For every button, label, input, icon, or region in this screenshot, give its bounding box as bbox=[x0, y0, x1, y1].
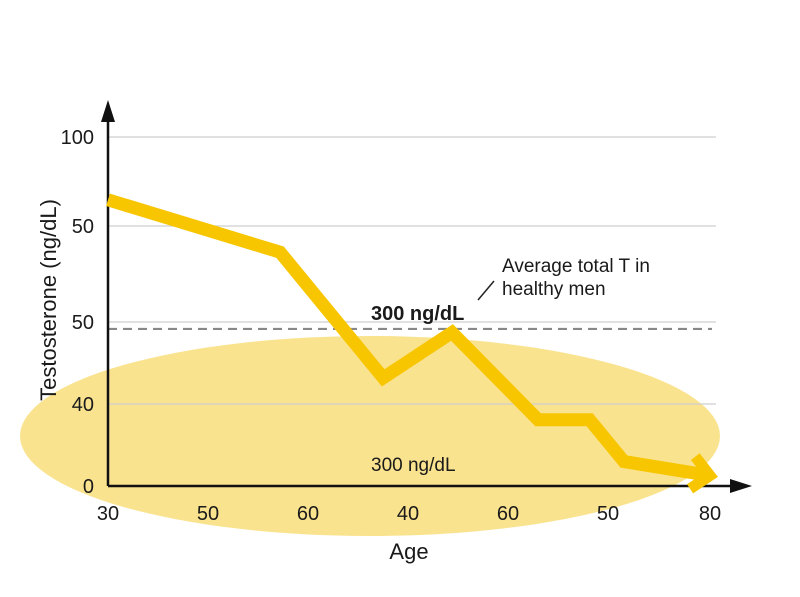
y-tick-label: 50 bbox=[72, 216, 94, 238]
y-axis-arrow-icon bbox=[101, 100, 115, 122]
x-tick-label: 60 bbox=[497, 503, 519, 525]
x-tick-label: 40 bbox=[397, 503, 419, 525]
x-tick-label: 30 bbox=[97, 503, 119, 525]
y-axis-title: Testosterone (ng/dL) bbox=[36, 199, 61, 401]
annotation-average-line1: Average total T in bbox=[502, 256, 650, 277]
annotation-leader bbox=[477, 280, 495, 301]
series-line bbox=[106, 193, 712, 482]
x-axis-arrow-icon bbox=[730, 479, 752, 493]
x-tick-label: 60 bbox=[297, 503, 319, 525]
series-arrow-icon bbox=[686, 453, 718, 494]
reference-line-label: 300 ng/dL bbox=[371, 303, 464, 325]
x-tick-labels: 30 50 60 40 60 50 80 bbox=[97, 503, 721, 525]
x-tick-label: 80 bbox=[699, 503, 721, 525]
y-tick-label: 0 bbox=[83, 476, 94, 498]
x-tick-label: 50 bbox=[197, 503, 219, 525]
annotation-ellipse-label: 300 ng/dL bbox=[371, 455, 456, 476]
x-tick-label: 50 bbox=[597, 503, 619, 525]
y-tick-label: 40 bbox=[72, 394, 94, 416]
y-tick-labels: 0 40 50 50 100 bbox=[61, 127, 94, 498]
y-tick-label: 50 bbox=[72, 312, 94, 334]
annotation-average-line2: healthy men bbox=[502, 279, 606, 300]
y-tick-label: 100 bbox=[61, 127, 94, 149]
x-axis-title: Age bbox=[389, 539, 428, 564]
